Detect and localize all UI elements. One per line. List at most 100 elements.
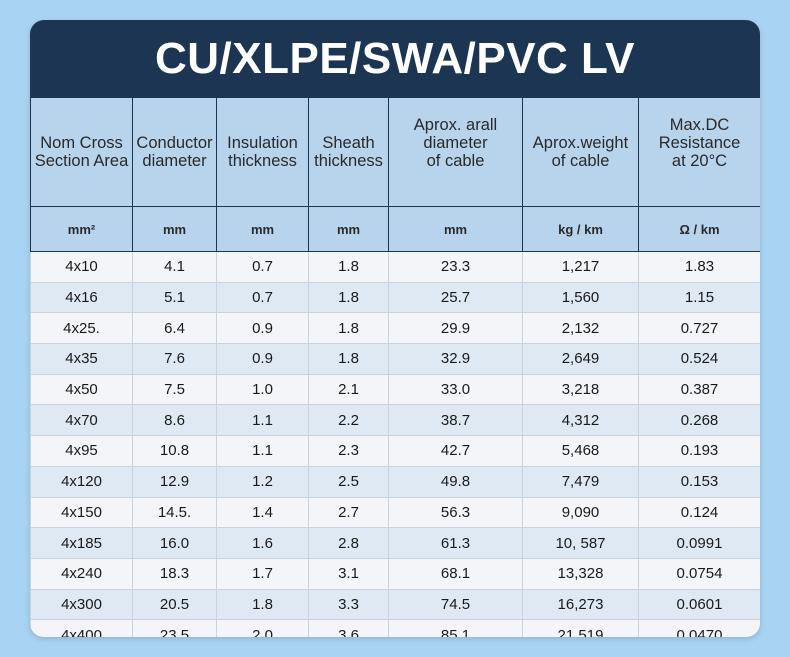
header-sheath-thickness: Sheath thickness: [308, 97, 389, 207]
table-row: 4x300 20.5 1.8 3.3 74.5 16,273 0.0601: [30, 588, 760, 621]
table-cell: 7.5: [132, 373, 217, 406]
table-cell: 4x16: [30, 281, 133, 314]
table-cell: 29.9: [388, 312, 523, 345]
table-cell: 0.0601: [638, 588, 760, 621]
spec-card: CU/XLPE/SWA/PVC LV Nom Cross Section Are…: [30, 20, 760, 637]
table-cell: 7,479: [522, 465, 639, 498]
table-cell: 4x95: [30, 435, 133, 467]
table-cell: 10, 587: [522, 527, 639, 559]
table-cell: 4.1: [132, 251, 217, 283]
header-line: diameter: [142, 152, 207, 170]
header-line: Max.DC: [669, 116, 730, 134]
table-cell: 0.0470: [638, 619, 760, 637]
table-cell: 2,649: [522, 343, 639, 375]
table-row: 4x185 16.0 1.6 2.8 61.3 10, 587 0.0991: [30, 527, 760, 559]
unit-cell: mm²: [30, 206, 133, 252]
table-cell: 74.5: [388, 588, 523, 621]
cable-spec-table: Nom Cross Section Area Conductor diamete…: [30, 97, 760, 637]
table-cell: 1.6: [216, 527, 309, 559]
header-line: thickness: [228, 152, 297, 170]
table-cell: 33.0: [388, 373, 523, 406]
header-overall-diameter: Aprox. arall diameter of cable: [388, 97, 523, 207]
table-cell: 1.0: [216, 373, 309, 406]
table-cell: 1.2: [216, 465, 309, 498]
table-body: 4x10 4.1 0.7 1.8 23.3 1,217 1.83 4x16 5.1 0.7 1.8 2…: [30, 251, 760, 637]
header-line: of cable: [551, 152, 610, 170]
table-cell: 12.9: [132, 465, 217, 498]
table-row: 4x95 10.8 1.1 2.3 42.7 5,468 0.193: [30, 435, 760, 467]
table-cell: 10.8: [132, 435, 217, 467]
table-cell: 14.5.: [132, 496, 217, 529]
unit-cell: kg / km: [522, 206, 639, 252]
table-cell: 56.3: [388, 496, 523, 529]
table-cell: 4x70: [30, 404, 133, 437]
table-cell: 25.7: [388, 281, 523, 314]
table-cell: 4x120: [30, 465, 133, 498]
header-line: Aprox.weight: [532, 134, 629, 152]
table-cell: 4x150: [30, 496, 133, 529]
table-cell: 1.8: [216, 588, 309, 621]
unit-cell: mm: [308, 206, 389, 252]
table-cell: 0.153: [638, 465, 760, 498]
unit-cell: mm: [216, 206, 309, 252]
table-cell: 1.7: [216, 557, 309, 590]
table-cell: 21,519: [522, 619, 639, 637]
table-cell: 0.193: [638, 435, 760, 467]
header-line: diameter: [423, 134, 488, 152]
header-line: Conductor: [136, 134, 213, 152]
table-row: 4x16 5.1 0.7 1.8 25.7 1,560 1.15: [30, 281, 760, 314]
table-cell: 2.7: [308, 496, 389, 529]
table-cell: 0.124: [638, 496, 760, 529]
header-line: of cable: [426, 152, 485, 170]
table-cell: 9,090: [522, 496, 639, 529]
table-cell: 5.1: [132, 281, 217, 314]
header-line: Resistance: [658, 134, 741, 152]
table-cell: 2.1: [308, 373, 389, 406]
table-cell: 1,560: [522, 281, 639, 314]
header-line: thickness: [314, 152, 383, 170]
table-cell: 7.6: [132, 343, 217, 375]
table-cell: 4x400: [30, 619, 133, 637]
table-cell: 4x185: [30, 527, 133, 559]
table-cell: 18.3: [132, 557, 217, 590]
table-cell: 4x50: [30, 373, 133, 406]
table-cell: 6.4: [132, 312, 217, 345]
header-insulation-thickness: Insulation thickness: [216, 97, 309, 207]
header-line: Section Area: [34, 152, 129, 170]
table-cell: 0.0991: [638, 527, 760, 559]
header-line: Sheath: [322, 134, 375, 152]
table-cell: 16.0: [132, 527, 217, 559]
table-cell: 23.3: [388, 251, 523, 283]
table-cell: 1.1: [216, 435, 309, 467]
title-bar: CU/XLPE/SWA/PVC LV: [30, 20, 760, 97]
table-cell: 1.1: [216, 404, 309, 437]
header-line: Nom Cross: [40, 134, 123, 152]
table-row: 4x240 18.3 1.7 3.1 68.1 13,328 0.0754: [30, 557, 760, 590]
table-cell: 1.8: [308, 312, 389, 345]
table-cell: 2.2: [308, 404, 389, 437]
table-cell: 5,468: [522, 435, 639, 467]
table-cell: 4x240: [30, 557, 133, 590]
table-cell: 85.1: [388, 619, 523, 637]
table-cell: 1.8: [308, 281, 389, 314]
header-line: Aprox. arall: [413, 116, 498, 134]
table-cell: 1,217: [522, 251, 639, 283]
table-cell: 0.9: [216, 312, 309, 345]
table-cell: 3,218: [522, 373, 639, 406]
table-cell: 16,273: [522, 588, 639, 621]
table-cell: 0.727: [638, 312, 760, 345]
header-row: Nom Cross Section Area Conductor diamete…: [30, 97, 760, 207]
table-row: 4x25. 6.4 0.9 1.8 29.9 2,132 0.727: [30, 312, 760, 345]
table-cell: 0.268: [638, 404, 760, 437]
table-row: 4x50 7.5 1.0 2.1 33.0 3,218 0.387: [30, 373, 760, 406]
table-cell: 2.3: [308, 435, 389, 467]
table-cell: 61.3: [388, 527, 523, 559]
table-cell: 1.83: [638, 251, 760, 283]
table-cell: 3.3: [308, 588, 389, 621]
table-row: 4x400 23.5 2.0 3.6 85.1 21,519 0.0470: [30, 619, 760, 637]
table-row: 4x150 14.5. 1.4 2.7 56.3 9,090 0.124: [30, 496, 760, 529]
table-cell: 2.8: [308, 527, 389, 559]
table-cell: 1.15: [638, 281, 760, 314]
table-cell: 0.9: [216, 343, 309, 375]
table-cell: 23.5: [132, 619, 217, 637]
